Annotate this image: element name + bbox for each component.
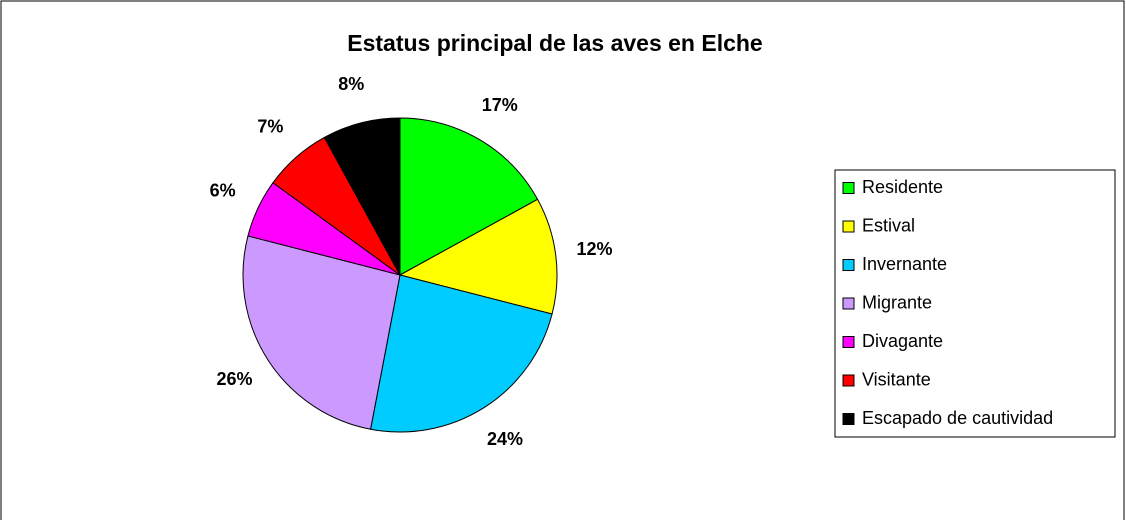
- legend-label: Visitante: [862, 369, 931, 389]
- legend-swatch: [842, 413, 855, 425]
- legend-label: Invernante: [862, 254, 947, 274]
- legend-swatch: [842, 374, 855, 387]
- pie-slice: [399, 117, 539, 276]
- value-label: 24%: [487, 429, 523, 449]
- legend-label: Estival: [862, 215, 915, 235]
- legend-label: Residente: [862, 177, 943, 197]
- pie-slice: [369, 274, 553, 433]
- legend-swatch: [842, 182, 855, 194]
- value-label: 6%: [210, 180, 236, 200]
- legend-swatch: [842, 297, 855, 310]
- pie-slice: [398, 198, 558, 315]
- pie-slice: [323, 117, 401, 276]
- value-label: 17%: [482, 95, 518, 115]
- value-label: 8%: [338, 74, 364, 94]
- legend-label: Divagante: [862, 331, 943, 351]
- legend-label: Escapado de cautividad: [862, 408, 1053, 428]
- chart-title: Estatus principal de las aves en Elche: [347, 30, 762, 56]
- value-label: 26%: [216, 369, 252, 389]
- legend-box: [834, 169, 1116, 438]
- legend-swatch: [842, 220, 855, 233]
- legend-label: Migrante: [862, 292, 932, 312]
- pie-slice: [242, 235, 401, 430]
- legend-swatch: [842, 259, 855, 271]
- value-label: 7%: [257, 117, 283, 137]
- value-label: 12%: [576, 239, 612, 259]
- legend-swatch: [842, 336, 855, 348]
